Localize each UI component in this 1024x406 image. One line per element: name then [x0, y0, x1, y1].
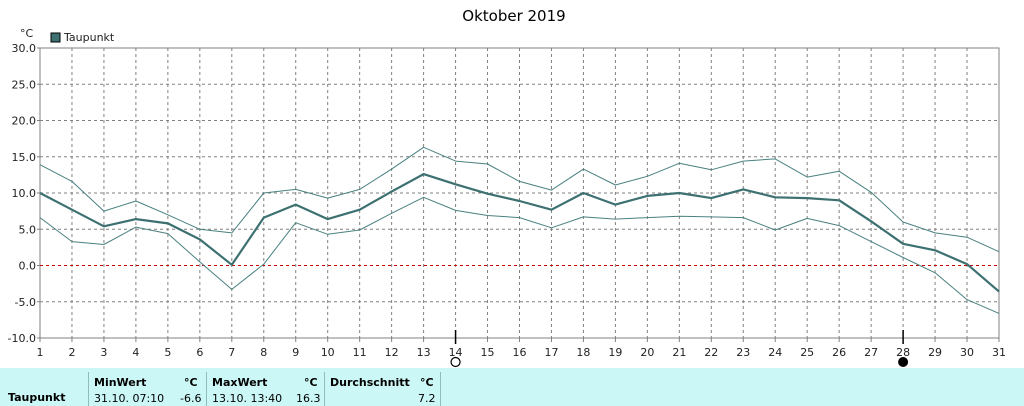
- min-value: -6.6: [180, 392, 202, 405]
- x-tick-label: 1: [37, 346, 44, 359]
- x-tick-label: 24: [768, 346, 782, 359]
- x-tick-label: 19: [608, 346, 622, 359]
- divider: [206, 372, 207, 406]
- new-moon-icon: [898, 357, 909, 367]
- x-tick-label: 10: [321, 346, 335, 359]
- series-line-lower: [39, 196, 1000, 314]
- divider: [440, 372, 441, 406]
- x-tick-label: 7: [228, 346, 235, 359]
- x-axis: 1 2 3 4 5 6 7 8 9 10 11 12 13 14 15 16 17 18 19 20 21 22 23 24 2…: [37, 338, 1006, 359]
- chart-title: Oktober 2019: [462, 7, 565, 25]
- min-timestamp: 31.10. 07:10: [94, 392, 165, 405]
- moon-markers: [450, 330, 909, 368]
- divider: [88, 372, 89, 406]
- stats-footer: Taupunkt MinWert °C 31.10. 07:10 -6.6 Ma…: [0, 368, 1024, 406]
- x-tick-label: 13: [417, 346, 431, 359]
- divider: [324, 372, 325, 406]
- x-tick-label: 5: [164, 346, 171, 359]
- max-header: MaxWert: [212, 376, 268, 389]
- max-unit: °C: [304, 376, 318, 389]
- x-tick-label: 25: [800, 346, 814, 359]
- x-tick-label: 23: [736, 346, 750, 359]
- series-layer: [39, 146, 1000, 314]
- x-tick-label: 27: [864, 346, 878, 359]
- y-tick-label: 20.0: [12, 115, 37, 128]
- x-tick-label: 14: [449, 346, 463, 359]
- x-tick-label: 3: [100, 346, 107, 359]
- x-tick-label: 15: [481, 346, 495, 359]
- x-tick-label: 30: [960, 346, 974, 359]
- series-line-taupunkt: [39, 173, 1000, 293]
- x-tick-label: 11: [353, 346, 367, 359]
- x-tick-label: 2: [68, 346, 75, 359]
- unit-label: °C: [20, 27, 34, 40]
- y-tick-label: -10.0: [8, 332, 36, 345]
- y-tick-label: 5.0: [19, 223, 37, 236]
- y-tick-label: 0.0: [19, 260, 37, 273]
- legend-label: Taupunkt: [63, 31, 115, 44]
- x-tick-label: 9: [292, 346, 299, 359]
- legend-swatch: [50, 32, 61, 43]
- full-moon-icon: [450, 356, 461, 368]
- x-tick-label: 6: [196, 346, 203, 359]
- x-tick-label: 26: [832, 346, 846, 359]
- y-tick-label: 30.0: [12, 42, 37, 55]
- x-tick-label: 12: [385, 346, 399, 359]
- x-tick-label: 8: [260, 346, 267, 359]
- x-tick-label: 22: [704, 346, 718, 359]
- max-value: 16.3: [296, 392, 321, 405]
- avg-header: Durchschnitt: [330, 376, 410, 389]
- x-tick-label: 21: [672, 346, 686, 359]
- x-tick-label: 17: [544, 346, 558, 359]
- y-axis: 30.0 25.0 20.0 15.0 10.0 5.0 0.0 -5.0 -10.0: [8, 42, 40, 345]
- x-tick-label: 4: [132, 346, 139, 359]
- grid: [40, 48, 999, 338]
- x-tick-label: 16: [513, 346, 527, 359]
- row-label: Taupunkt: [8, 391, 66, 404]
- dewpoint-chart: Oktober 2019 °C Taupunkt 30.025.020.015.…: [8, 7, 1006, 368]
- x-tick-label: 31: [992, 346, 1006, 359]
- y-tick-label: -5.0: [15, 296, 36, 309]
- min-unit: °C: [184, 376, 198, 389]
- y-tick-label: 25.0: [12, 78, 37, 91]
- series-line-upper: [39, 146, 1000, 253]
- avg-unit: °C: [420, 376, 434, 389]
- y-tick-label: 10.0: [12, 187, 37, 200]
- min-header: MinWert: [94, 376, 147, 389]
- x-tick-label: 29: [928, 346, 942, 359]
- x-tick-label: 28: [896, 346, 910, 359]
- x-tick-label: 18: [576, 346, 590, 359]
- legend: Taupunkt: [50, 31, 115, 44]
- avg-value: 7.2: [418, 392, 436, 405]
- x-tick-label: 20: [640, 346, 654, 359]
- y-tick-label: 15.0: [12, 151, 37, 164]
- max-timestamp: 13.10. 13:40: [212, 392, 283, 405]
